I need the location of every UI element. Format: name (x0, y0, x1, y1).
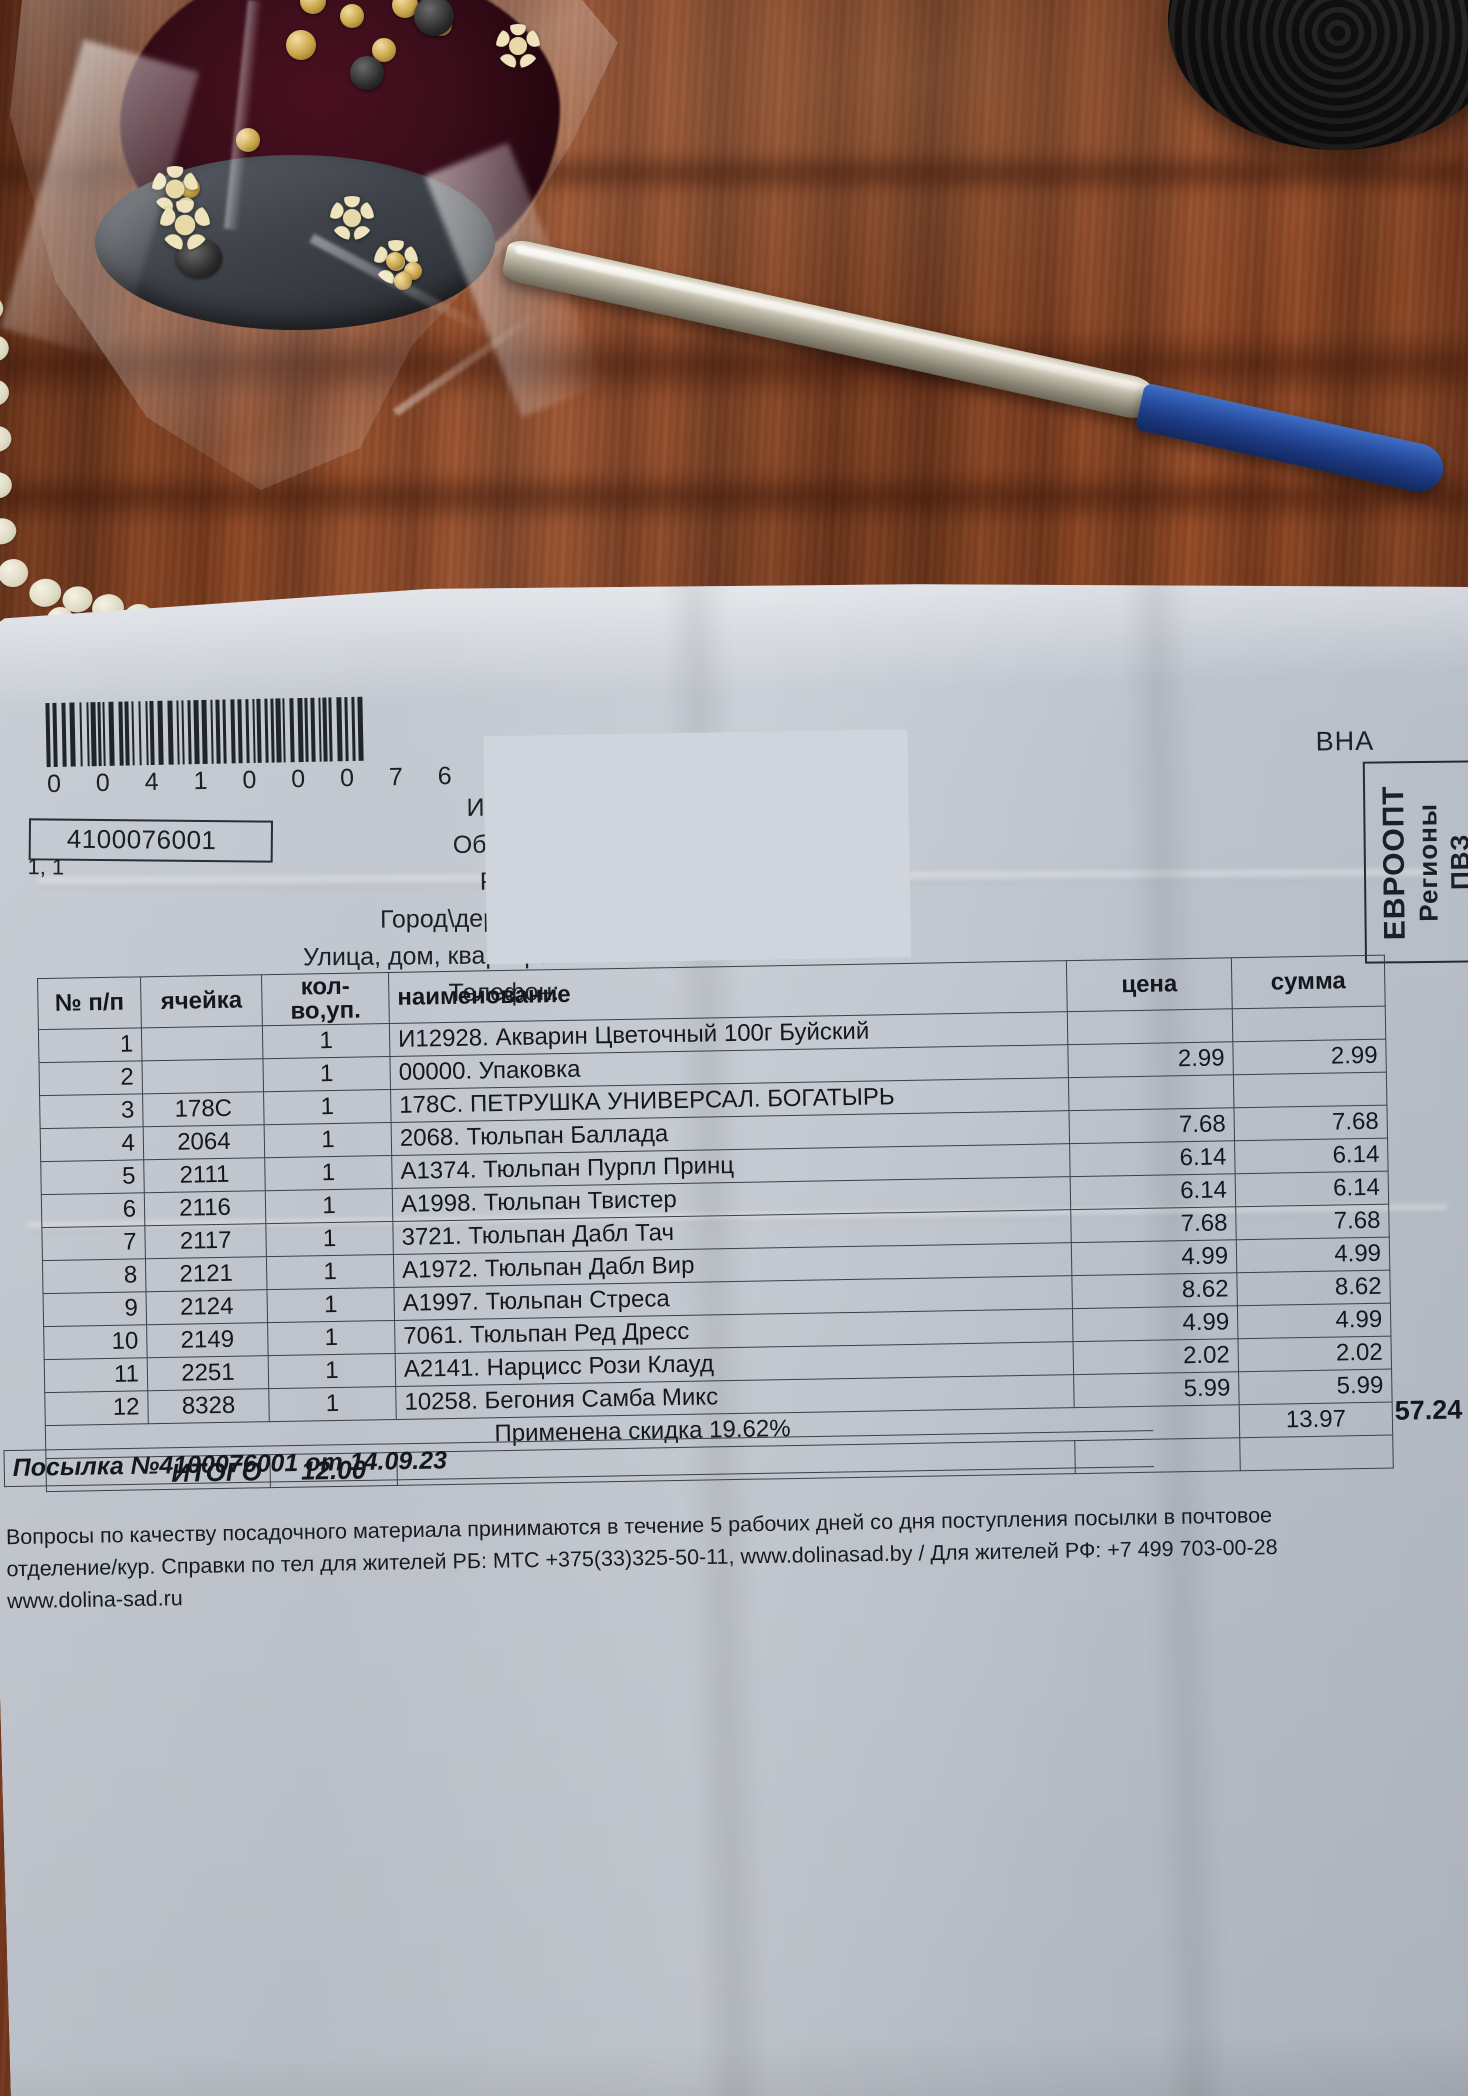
redacted-personal-data-block (483, 729, 911, 964)
gold-stud (392, 0, 418, 18)
items-table: № п/п ячейка кол-во,уп. наименование цен… (37, 955, 1394, 1492)
row-num: 2 (39, 1061, 143, 1096)
pvz-stamp-line: ЕВРООПТ (1377, 784, 1412, 940)
row-price: 6.14 (1070, 1141, 1236, 1177)
boxed-code-container: 4100076001 (29, 818, 273, 862)
row-num: 6 (41, 1193, 145, 1228)
row-cell: 2251 (147, 1356, 269, 1391)
row-qty: 1 (264, 1089, 392, 1124)
gold-stud (394, 272, 412, 290)
row-sum: 4.99 (1237, 1303, 1391, 1339)
row-qty: 1 (266, 1254, 394, 1289)
row-qty: 1 (265, 1188, 393, 1223)
col-header-num: № п/п (38, 977, 142, 1030)
receipt-content: 0 0 4 1 0 0 0 7 6 0 0 1 2 4100076001 1, … (0, 553, 1468, 2096)
row-num: 4 (40, 1127, 144, 1162)
row-cell (141, 1026, 263, 1061)
row-qty: 1 (268, 1353, 396, 1388)
row-price: 2.02 (1073, 1339, 1239, 1375)
row-cell (142, 1059, 264, 1094)
row-price: 7.68 (1069, 1108, 1235, 1144)
row-price: 7.68 (1071, 1207, 1237, 1243)
row-cell: 2116 (144, 1191, 266, 1226)
row-num: 11 (44, 1358, 148, 1393)
row-num: 8 (42, 1259, 146, 1294)
flower-button (160, 200, 210, 250)
row-cell: 2149 (147, 1323, 269, 1358)
row-cell: 2117 (145, 1224, 267, 1259)
boxed-code-value: 4100076001 (66, 823, 217, 856)
gold-stud (386, 252, 404, 270)
row-num: 7 (42, 1226, 146, 1261)
row-sum: 6.14 (1235, 1171, 1389, 1207)
row-cell: 2124 (146, 1290, 268, 1325)
discount-value: 13.97 (1239, 1402, 1393, 1438)
row-num: 10 (44, 1325, 148, 1360)
row-sum: 7.68 (1236, 1204, 1390, 1240)
row-num: 5 (41, 1160, 145, 1195)
gold-stud (236, 128, 260, 152)
row-qty: 1 (268, 1320, 396, 1355)
row-qty: 1 (264, 1122, 392, 1157)
pvz-stamp-line: ПВЗ (1444, 833, 1468, 890)
row-num: 9 (43, 1292, 147, 1327)
row-num: 1 (38, 1028, 142, 1063)
row-sum: 7.68 (1234, 1105, 1388, 1141)
wood-grain-band (0, 330, 1468, 400)
flower-button (496, 24, 540, 68)
gold-stud (340, 4, 364, 28)
row-sum (1232, 1006, 1386, 1042)
row-cell: 2121 (145, 1257, 267, 1292)
row-num: 3 (40, 1094, 144, 1129)
row-cell: 2064 (143, 1125, 265, 1160)
col-header-price: цена (1066, 958, 1232, 1012)
row-sum: 2.99 (1233, 1039, 1387, 1075)
row-price: 4.99 (1071, 1240, 1237, 1276)
col-header-sum: сумма (1231, 955, 1385, 1009)
wood-grain-band (0, 470, 1468, 524)
pvz-stamp-box: ПВЗ Регионы ЕВРООПТ (1363, 760, 1468, 963)
grand-total-value: 57.24 (1394, 1394, 1463, 1426)
row-price: 8.62 (1072, 1273, 1238, 1309)
row-cell: 8328 (148, 1389, 270, 1424)
col-header-qty: кол-во,уп. (261, 973, 389, 1026)
row-price: 2.99 (1068, 1042, 1234, 1078)
row-sum: 6.14 (1235, 1138, 1389, 1174)
total-sum-spacer (1240, 1435, 1394, 1471)
row-sum: 5.99 (1239, 1369, 1393, 1405)
flower-button (330, 196, 374, 240)
row-qty: 1 (265, 1155, 393, 1190)
row-cell: 178С (143, 1092, 265, 1127)
row-sum: 4.99 (1236, 1237, 1390, 1273)
row-qty: 1 (269, 1386, 397, 1421)
row-price: 5.99 (1074, 1372, 1240, 1408)
row-sum: 2.02 (1238, 1336, 1392, 1372)
row-qty: 1 (262, 1024, 390, 1059)
row-cell: 2111 (144, 1158, 266, 1193)
row-price (1067, 1009, 1233, 1045)
receipt-paper: 0 0 4 1 0 0 0 7 6 0 0 1 2 4100076001 1, … (0, 553, 1468, 2096)
row-qty: 1 (267, 1287, 395, 1322)
gold-stud (286, 30, 316, 60)
row-sum (1233, 1072, 1387, 1108)
dark-button (350, 56, 384, 90)
gold-stud (300, 0, 326, 14)
row-price: 4.99 (1072, 1306, 1238, 1342)
row-sum: 8.62 (1237, 1270, 1391, 1306)
dark-button (414, 0, 454, 36)
pvz-stamp-line: Регионы (1412, 802, 1444, 922)
col-header-cell: ячейка (141, 975, 263, 1028)
row-qty: 1 (266, 1221, 394, 1256)
fineprint-block: Вопросы по качеству посадочного материал… (6, 1499, 1337, 1618)
items-table-body: 1 1 И12928. Акварин Цветочный 100г Буйский… (38, 1006, 1393, 1491)
row-price (1068, 1075, 1234, 1111)
vna-marker: ВНА (1315, 725, 1375, 757)
row-price: 6.14 (1070, 1174, 1236, 1210)
barcode-sub-code: 1, 1 (27, 854, 65, 880)
row-qty: 1 (263, 1057, 391, 1092)
row-num: 12 (45, 1391, 149, 1426)
